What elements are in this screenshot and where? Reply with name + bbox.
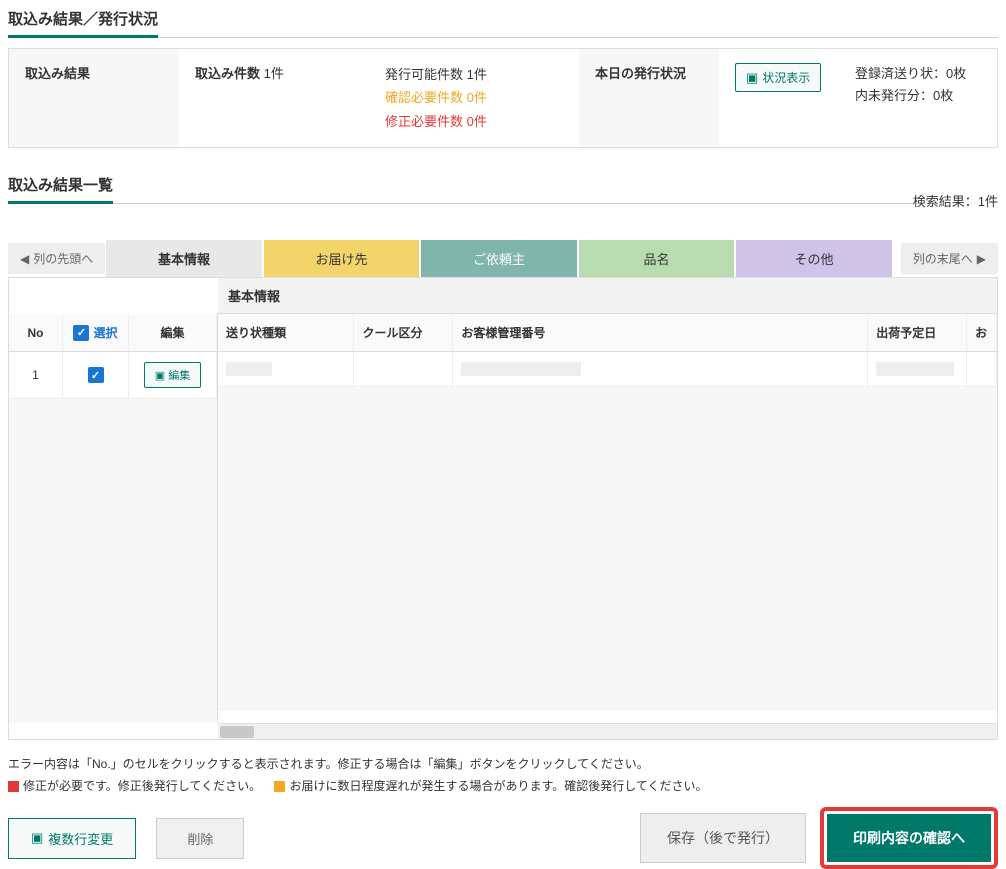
th-no: No: [9, 314, 63, 351]
list-title: 取込み結果一覧: [8, 166, 113, 204]
save-button[interactable]: 保存（後で発行）: [640, 813, 806, 863]
results-grid: 基本情報 No ✓ 選択 編集 1 ✓: [8, 277, 998, 740]
th-edit: 編集: [129, 314, 217, 351]
status-display-button[interactable]: ▣ 状況表示: [735, 63, 821, 92]
tab-sender[interactable]: ご依頼主: [421, 240, 577, 277]
multi-edit-label: 複数行変更: [48, 829, 113, 848]
action-row: ▣ 複数行変更 削除 保存（後で発行） 印刷内容の確認へ: [8, 807, 998, 869]
th-cool: クール区分: [354, 314, 453, 351]
edit-row-button[interactable]: ▣ 編集: [144, 362, 201, 388]
table-row: 1 ✓ ▣ 編集: [9, 352, 217, 399]
horizontal-scrollbar[interactable]: [218, 723, 997, 739]
legend-red-icon: [8, 781, 19, 792]
select-label: 選択: [93, 324, 117, 341]
tab-item[interactable]: 品名: [579, 240, 735, 277]
fix-needed-count: 修正必要件数 0件: [385, 110, 563, 133]
legend-red-text: 修正が必要です。修正後発行してください。: [23, 779, 261, 793]
grid-section-label: 基本情報: [218, 278, 997, 314]
nav-next-label: 列の末尾へ: [913, 250, 973, 267]
summary-box: 取込み結果 取込み件数 1件 発行可能件数 1件 確認必要件数 0件 修正必要件…: [8, 48, 998, 148]
summary-breakdown: 発行可能件数 1件 確認必要件数 0件 修正必要件数 0件: [369, 49, 579, 147]
row-checkbox[interactable]: ✓: [88, 367, 104, 383]
notes-section: エラー内容は「No.」のセルをクリックすると表示されます。修正する場合は「編集」…: [8, 754, 998, 797]
th-type: 送り状種類: [218, 314, 354, 351]
col-nav-first-button[interactable]: ◀ 列の先頭へ: [8, 243, 105, 274]
cell-extra: [967, 352, 997, 386]
search-result-count: 検索結果：1件: [913, 191, 998, 214]
cell-mgmt: [453, 352, 868, 386]
unsent-count: 内未発行分：0枚: [855, 85, 981, 107]
multi-edit-button[interactable]: ▣ 複数行変更: [8, 818, 136, 859]
chevron-right-icon: ▶: [977, 252, 986, 266]
cell-type: [218, 352, 354, 386]
col-nav-last-button[interactable]: 列の末尾へ ▶: [901, 243, 998, 274]
table-row: [218, 352, 997, 387]
legend-yellow-text: お届けに数日程度遅れが発生する場合があります。確認後発行してください。: [289, 779, 707, 793]
nav-prev-label: 列の先頭へ: [33, 250, 93, 267]
summary-sent-info: 登録済送り状：0枚 内未発行分：0枚: [839, 49, 997, 147]
summary-result-label: 取込み結果: [9, 49, 179, 147]
tab-other[interactable]: その他: [736, 240, 892, 277]
count-value: 1件: [264, 66, 284, 81]
count-label: 取込み件数: [195, 66, 260, 81]
issuable-count: 発行可能件数 1件: [385, 63, 563, 86]
th-ship-date: 出荷予定日: [868, 314, 967, 351]
page-title: 取込み結果／発行状況: [8, 0, 158, 38]
tab-destination[interactable]: お届け先: [264, 240, 420, 277]
confirm-needed-count: 確認必要件数 0件: [385, 86, 563, 109]
th-mgmt: お客様管理番号: [453, 314, 868, 351]
tab-basic[interactable]: 基本情報: [106, 240, 262, 277]
cell-no[interactable]: 1: [9, 352, 63, 398]
scrollbar-thumb[interactable]: [220, 726, 254, 738]
chevron-left-icon: ◀: [20, 252, 29, 266]
highlight-frame: 印刷内容の確認へ: [820, 807, 998, 869]
select-all-checkbox[interactable]: ✓: [73, 325, 89, 341]
th-extra: お: [967, 314, 997, 351]
cell-date: [868, 352, 967, 386]
layers-icon: ▣: [31, 830, 43, 846]
confirm-print-button[interactable]: 印刷内容の確認へ: [827, 814, 991, 862]
tabs-row: ◀ 列の先頭へ 基本情報 お届け先 ご依頼主 品名 その他 列の末尾へ ▶: [8, 240, 998, 277]
layers-icon: ▣: [746, 70, 758, 86]
cell-cool: [354, 352, 453, 386]
note-instruction: エラー内容は「No.」のセルをクリックすると表示されます。修正する場合は「編集」…: [8, 754, 998, 776]
edit-btn-label: 編集: [168, 367, 190, 383]
status-btn-label: 状況表示: [762, 69, 810, 86]
registered-count: 登録済送り状：0枚: [855, 63, 981, 85]
legend-yellow-icon: [274, 781, 285, 792]
summary-count: 取込み件数 1件: [179, 49, 369, 147]
th-select[interactable]: ✓ 選択: [63, 314, 129, 351]
layers-icon: ▣: [155, 369, 165, 382]
today-status-label: 本日の発行状況: [579, 49, 719, 147]
delete-button[interactable]: 削除: [156, 818, 244, 859]
